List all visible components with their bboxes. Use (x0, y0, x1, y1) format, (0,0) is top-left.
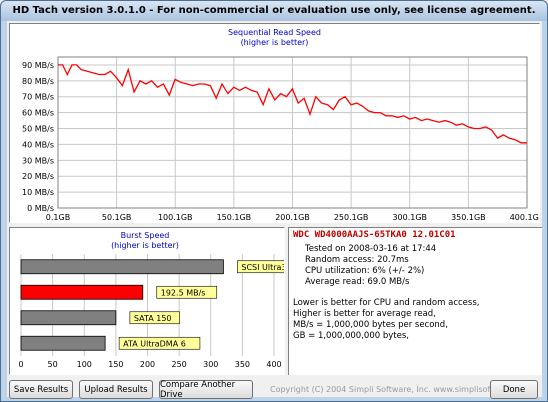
y-tick-label: 50 MB/s (22, 125, 54, 134)
upload-results-button[interactable]: Upload Results (79, 380, 153, 399)
y-tick-label: 20 MB/s (22, 172, 54, 181)
x-tick-label: 300.1GB (392, 213, 427, 222)
burst-speed-panel: Burst Speed (higher is better) 0 50 100 150… (9, 227, 285, 375)
bar-label: ATA UltraDMA 6 (123, 339, 186, 348)
bar-label: SCSI Ultra320 (241, 263, 284, 272)
results-info-panel: WDC WD4000AAJS-65TKA0 12.01C01 Tested on… (288, 227, 542, 375)
x-tick-label: 100 (77, 360, 92, 369)
x-tick-label: 200 (140, 360, 155, 369)
x-tick-label: 350.1GB (451, 213, 486, 222)
cpu-utilization-text: CPU utilization: 6% (+/- 2%) (305, 266, 425, 276)
plot-frame (57, 56, 528, 209)
x-tick-label: 400.1GB (510, 213, 539, 222)
x-tick-label: 50 (48, 360, 58, 369)
y-tick-label: 80 MB/s (22, 77, 54, 86)
note-line: GB = 1,000,000,000 bytes, (293, 331, 409, 341)
burst-speed-chart: 0 50 100 150 200 250 300 350 400 SCSI Ultra320 192… (18, 254, 284, 369)
bar-label-box (129, 311, 180, 325)
note-line: Higher is better for average read, (293, 309, 436, 319)
burst-bar (20, 284, 144, 300)
x-tick-label: 300 (203, 360, 218, 369)
y-tick-label: 0 MB/s (27, 204, 54, 213)
y-tick-label: 40 MB/s (22, 140, 54, 149)
burst-bar (20, 259, 224, 275)
bar-label-box (118, 336, 201, 350)
x-tick-label: 150 (108, 360, 123, 369)
burst-chart-title: Burst Speed (120, 231, 170, 240)
x-tick-label: 0.1GB (46, 213, 70, 222)
note-line: MB/s = 1,000,000 bytes per second, (293, 320, 448, 330)
burst-chart-subtitle: (higher is better) (111, 241, 179, 250)
x-tick-label: 100.1GB (158, 213, 193, 222)
y-tick-label: 10 MB/s (22, 188, 54, 197)
y-tick-label: 60 MB/s (22, 109, 54, 118)
sequential-chart-subtitle: (higher is better) (240, 38, 309, 47)
x-tick-label: 250 (171, 360, 186, 369)
y-tick-label: 90 MB/s (22, 61, 54, 70)
client-area: Sequential Read Speed (higher is better)… (7, 21, 542, 400)
x-tick-label: 150.1GB (217, 213, 252, 222)
bar-label-box (237, 260, 284, 274)
bar-label-box (156, 285, 218, 299)
x-tick-label: 400 (266, 360, 281, 369)
note-line: Lower is better for CPU and random acces… (293, 298, 480, 308)
x-tick-label: 0 (18, 360, 23, 369)
average-read-text: Average read: 69.0 MB/s (305, 277, 410, 287)
sequential-read-chart: 0 MB/s 10 MB/s 20 MB/s 30 MB/s 40 MB/s 50 MB/… (22, 56, 539, 222)
title-bar[interactable]: HD Tach version 3.0.1.0 - For non-commer… (1, 1, 547, 21)
x-tick-label: 350 (235, 360, 250, 369)
y-tick-label: 70 MB/s (22, 93, 54, 102)
y-tick-label: 30 MB/s (22, 156, 54, 165)
sequential-chart-title: Sequential Read Speed (228, 28, 321, 37)
drive-name: WDC WD4000AAJS-65TKA0 12.01C01 (293, 230, 456, 240)
window-title: HD Tach version 3.0.1.0 - For non-commer… (12, 5, 536, 16)
save-results-button[interactable]: Save Results (9, 380, 73, 399)
burst-bar (20, 335, 106, 351)
random-access-text: Random access: 20.7ms (305, 255, 409, 265)
burst-bar (20, 310, 117, 326)
tested-on-text: Tested on 2008-03-16 at 17:44 (305, 244, 437, 254)
bar-label: 192.5 MB/s (161, 288, 206, 297)
copyright-text: Copyright (C) 2004 Simpli Software, Inc.… (270, 385, 533, 394)
bar-label: SATA 150 (134, 314, 172, 323)
x-tick-label: 250.1GB (334, 213, 369, 222)
read-speed-series-line (58, 64, 527, 144)
x-tick-label: 50.1GB (102, 213, 132, 222)
done-button[interactable]: Done (490, 380, 538, 399)
x-tick-label: 200.1GB (275, 213, 310, 222)
compare-drive-button[interactable]: Compare Another Drive (159, 380, 253, 400)
sequential-read-panel: Sequential Read Speed (higher is better)… (9, 23, 540, 223)
